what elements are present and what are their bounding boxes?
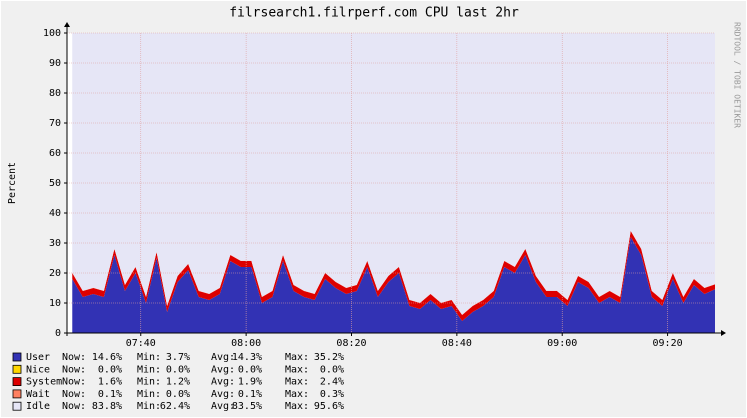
stat-label: Now: xyxy=(62,352,86,363)
stat-label: Max: xyxy=(285,364,309,375)
y-tick-label: 40 xyxy=(49,208,61,219)
chart-title: filrsearch1.filrperf.com CPU last 2hr xyxy=(229,6,519,21)
stat-value: 95.6% xyxy=(314,401,344,412)
legend-swatch xyxy=(12,377,22,387)
stat-label: Min: xyxy=(137,389,161,400)
y-tick-label: 50 xyxy=(49,178,61,189)
stat-label: Avg: xyxy=(211,364,235,375)
stat-label: Min: xyxy=(137,352,161,363)
stat-label: Min: xyxy=(137,364,161,375)
x-tick-label: 08:40 xyxy=(442,338,472,349)
x-tick-label: 08:00 xyxy=(231,338,261,349)
stat-label: Max: xyxy=(285,377,309,388)
stat-label: Max: xyxy=(285,352,309,363)
axes: 0 10 20 30 40 50 60 70 80 90 100 07:40 08:00 08:20 08:… xyxy=(43,22,726,349)
stat-value: 83.5% xyxy=(232,401,262,412)
areas xyxy=(72,33,715,333)
stat-label: Max: xyxy=(285,401,309,412)
stat-value: 83.8% xyxy=(92,401,122,412)
stat-value: 1.6% xyxy=(98,377,122,388)
y-tick-label: 10 xyxy=(49,298,61,309)
stat-value: 35.2% xyxy=(314,352,344,363)
stat-value: 62.4% xyxy=(160,401,190,412)
legend-swatch xyxy=(12,364,22,374)
stat-label: Min: xyxy=(137,401,161,412)
x-tick-label: 07:40 xyxy=(126,338,156,349)
stat-value: 0.3% xyxy=(320,389,344,400)
y-axis-label: Percent xyxy=(7,162,18,204)
x-tick-label: 08:20 xyxy=(336,338,366,349)
legend-swatch xyxy=(12,401,22,411)
y-tick-label: 30 xyxy=(49,238,61,249)
stat-label: Now: xyxy=(62,364,86,375)
stat-label: Avg: xyxy=(211,401,235,412)
y-arrow xyxy=(64,22,70,27)
legend-swatch xyxy=(12,352,22,362)
stat-value: 3.7% xyxy=(166,352,190,363)
stat-value: 2.4% xyxy=(320,377,344,388)
area xyxy=(72,33,715,315)
stat-value: 0.0% xyxy=(320,364,344,375)
y-tick-label: 20 xyxy=(49,268,61,279)
stat-value: 0.0% xyxy=(166,389,190,400)
stat-value: 0.1% xyxy=(238,389,262,400)
stat-value: 0.1% xyxy=(98,389,122,400)
area xyxy=(72,237,715,333)
y-tick-label: 100 xyxy=(43,28,61,39)
legend-label: Nice xyxy=(26,364,50,375)
stat-value: 1.2% xyxy=(166,377,190,388)
stat-value: 0.0% xyxy=(238,364,262,375)
x-tick-label: 09:20 xyxy=(653,338,683,349)
x-arrow xyxy=(721,330,726,336)
watermark: RRDTOOL / TOBI OETIKER xyxy=(733,22,742,128)
stat-label: Now: xyxy=(62,401,86,412)
legend-label: Idle xyxy=(26,401,50,412)
legend-label: Wait xyxy=(26,389,50,400)
y-tick-label: 80 xyxy=(49,88,61,99)
stat-label: Avg: xyxy=(211,389,235,400)
stat-value: 14.3% xyxy=(232,352,262,363)
stat-label: Now: xyxy=(62,377,86,388)
stat-label: Max: xyxy=(285,389,309,400)
y-tick-label: 90 xyxy=(49,58,61,69)
y-tick-label: 0 xyxy=(55,328,61,339)
legend-label: System xyxy=(26,377,62,388)
legend-label: User xyxy=(26,352,50,363)
area xyxy=(72,231,715,321)
x-tick-label: 09:00 xyxy=(547,338,577,349)
stat-value: 0.0% xyxy=(166,364,190,375)
stat-label: Avg: xyxy=(211,352,235,363)
y-tick-label: 60 xyxy=(49,148,61,159)
stat-label: Avg: xyxy=(211,377,235,388)
y-tick-label: 70 xyxy=(49,118,61,129)
legend: User Now: 14.6% Min: 3.7% Avg:14.3% Max: 35.2%N… xyxy=(12,352,344,412)
stat-label: Min: xyxy=(137,377,161,388)
stat-value: 14.6% xyxy=(92,352,122,363)
legend-swatch xyxy=(12,389,22,399)
stat-value: 1.9% xyxy=(238,377,262,388)
stat-value: 0.0% xyxy=(98,364,122,375)
stat-label: Now: xyxy=(62,389,86,400)
